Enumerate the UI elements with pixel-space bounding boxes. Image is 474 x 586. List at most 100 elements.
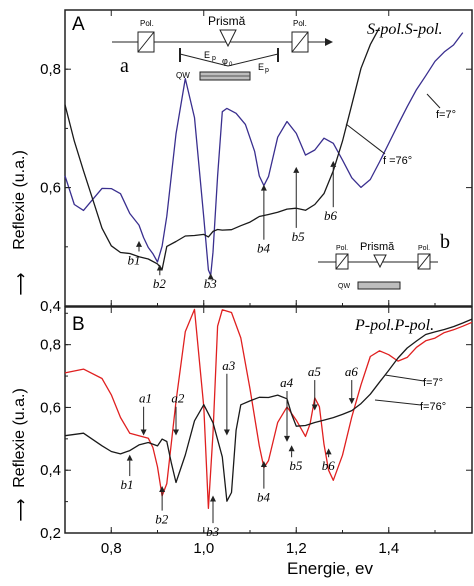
panel-b-series-label-76-leader [374, 399, 422, 406]
inset-a-ep-left: E [204, 50, 210, 60]
inset-a: Pol. Prismă Pol. E p E p φ 0 QW a [112, 14, 333, 81]
panel-a-annotation-b3: b3 [204, 276, 218, 291]
panel-b-annotation-arrowhead [173, 429, 179, 436]
panel-b-annotation-b1: b1 [121, 477, 134, 492]
inset-a-pol-right-label: Pol. [293, 19, 307, 28]
panel-b-annotation-a1: a1 [139, 391, 152, 406]
inset-b-polarizer-left-diag [335, 253, 349, 270]
panel-b-curves [64, 308, 473, 509]
panel-b-annotation-b3: b3 [206, 524, 220, 539]
inset-a-polarizer-right-diag [291, 31, 309, 53]
panel-b-series-f76 [64, 318, 473, 502]
panel-b-annotation-a2: a2 [171, 391, 185, 406]
inset-a-letter: a [120, 55, 129, 77]
panel-b-axes: 0,2 0,4 0,6 0,8 0,8 1,0 1,2 1,4 [40, 307, 472, 557]
panel-a-axes: 0,4 0,6 0,8 [40, 9, 472, 315]
panel-a-series-label-76-leader [345, 123, 386, 155]
panel-b-annotations: a1 a2 a3 a4 a5 a6 b1 b2 b3 b4 b5 b6 [121, 358, 359, 539]
panel-b-series-label-7-leader [384, 374, 425, 382]
panel-b-series-f7 [64, 308, 473, 509]
inset-b-pol-right-label: Pol. [418, 245, 430, 252]
inset-a-ep-right: E [258, 62, 264, 72]
panel-b-annotation-arrowhead [288, 445, 295, 452]
panel-a-annotation-arrowhead [330, 160, 337, 167]
panel-b-ylabel: Reflexie (u.a.) [11, 388, 28, 488]
panel-a-annotation-arrowhead [260, 184, 267, 191]
panel-a-annotation-b1: b1 [127, 253, 140, 268]
panel-a-frame [64, 9, 473, 307]
panel-b-annotation-a6: a6 [345, 364, 359, 379]
panel-a-annotations: b1 b2 b3 b4 b5 b6 [127, 160, 338, 291]
inset-a-pol-left-label: Pol. [140, 19, 154, 28]
panel-b-series-label-7: f=7° [423, 377, 443, 389]
panel-a-series-label-7-leader [426, 93, 441, 109]
inset-b-qw [357, 281, 401, 290]
panel-b-annotation-a3: a3 [222, 358, 236, 373]
panel-a-annotation-arrowhead [136, 240, 142, 247]
panel-b-ytick-label: 0,6 [40, 399, 61, 416]
panel-b-ytick-label: 0,8 [40, 337, 61, 354]
panel-b-annotation-arrowhead [284, 435, 290, 442]
panel-a-annotation-arrowhead [207, 273, 214, 280]
panel-b-xtick-label: 1,0 [193, 540, 214, 557]
panel-b-annotation-arrowhead [325, 448, 332, 455]
panel-b: B P-pol.P-pol. 0,20,40,60,80,8 1,0 1,2 1,4 … [11, 306, 473, 578]
inset-b-prism-label: Prismă [360, 241, 395, 253]
inset-a-ep-left-sub: p [212, 55, 216, 62]
panel-b-ytick-label: 0,2 [40, 525, 61, 542]
inset-b-pol-left-label: Pol. [336, 245, 348, 252]
panel-b-letter: B [72, 314, 85, 335]
panel-b-annotation-arrowhead [348, 398, 355, 405]
panel-b-annotation-arrowhead [223, 429, 230, 436]
inset-a-phi: φ [222, 56, 228, 66]
panel-a-series-label-76: f =76° [383, 155, 412, 167]
panel-b-xlabel: Energie, ev [287, 559, 373, 578]
panel-a-ytick-label: 0,8 [40, 61, 61, 78]
panel-a-ylabel-arrow: ⟶ [13, 272, 30, 295]
panel-b-series-label-76: f=76° [420, 401, 446, 413]
panel-b-annotation-arrowhead [126, 454, 133, 461]
inset-a-beam-arrow [325, 38, 333, 46]
panel-b-annotation-arrowhead [140, 429, 147, 436]
panel-b-annotation-a4: a4 [280, 375, 294, 390]
panel-a-annotation-b6: b6 [324, 208, 338, 223]
inset-a-ray-right [227, 53, 279, 67]
inset-a-polarizer-left-diag [137, 31, 155, 53]
panel-b-annotation-b5: b5 [289, 458, 303, 473]
panel-b-xtick-label: 1,4 [378, 540, 399, 557]
inset-b: Pol. Prismă Pol. QW b [318, 231, 450, 290]
panel-a-series-f76 [64, 27, 381, 271]
inset-b-letter: b [440, 231, 450, 253]
panel-b-xtick-label: 1,2 [286, 540, 307, 557]
inset-b-qw-label: QW [338, 283, 350, 290]
panel-a-title: S-pol.S-pol. [367, 21, 443, 38]
panel-b-xtick-label: 0,8 [101, 540, 122, 557]
panel-b-annotation-b2: b2 [155, 512, 169, 527]
panel-b-annotation-arrowhead [260, 460, 267, 467]
inset-b-polarizer-right-diag [417, 253, 431, 270]
panel-b-frame [64, 306, 473, 534]
inset-a-ray-left [179, 53, 229, 67]
panel-b-ytick-label: 0,4 [40, 462, 61, 479]
panel-b-annotation-arrowhead [311, 404, 318, 411]
inset-a-phi-sub: 0 [229, 62, 233, 68]
panel-a-annotation-arrowhead [156, 264, 163, 271]
panel-a-ytick-label: 0,4 [40, 298, 61, 315]
panel-a-letter: A [72, 14, 85, 35]
panel-a-annotation-b2: b2 [153, 276, 167, 291]
panel-b-annotation-arrowhead [159, 486, 166, 493]
inset-a-prism-label: Prismă [208, 14, 246, 28]
panel-a-annotation-b4: b4 [257, 241, 271, 256]
panel-a-annotation-arrowhead [293, 166, 300, 173]
panel-a-series-label-7: f=7° [436, 109, 456, 121]
panel-a-annotation-b5: b5 [292, 229, 306, 244]
panel-b-annotation-b4: b4 [257, 490, 271, 505]
panel-b-title: P-pol.P-pol. [354, 317, 434, 334]
panel-a-ytick-label: 0,6 [40, 180, 61, 197]
panel-a: A S-pol.S-pol. Pol. Prismă Pol. E p E p … [11, 9, 473, 315]
panel-b-annotation-a5: a5 [308, 364, 322, 379]
inset-b-prism [373, 254, 387, 269]
inset-a-ep-right-sub: p [265, 67, 269, 74]
